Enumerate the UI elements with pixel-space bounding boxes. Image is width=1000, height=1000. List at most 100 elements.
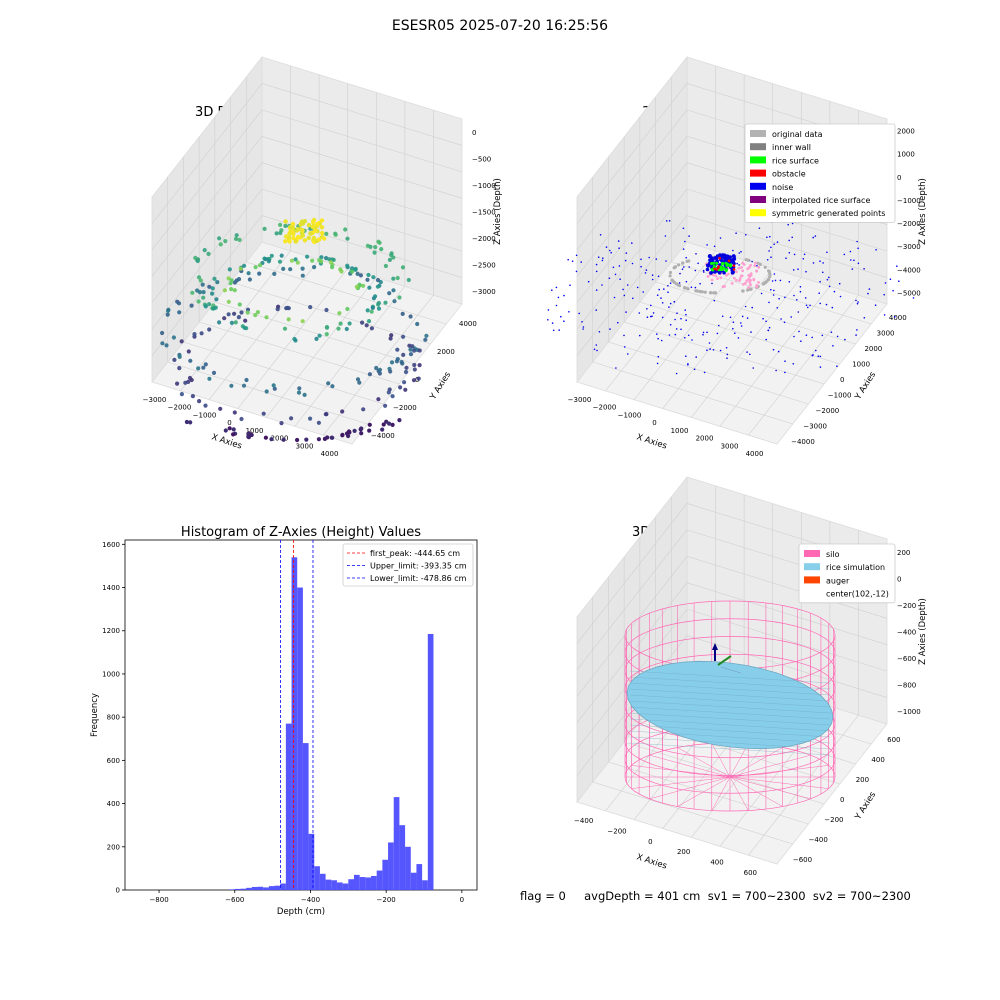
noise-point xyxy=(773,273,776,275)
data-point xyxy=(245,310,250,315)
noise-point xyxy=(868,288,871,290)
noise-point xyxy=(678,282,681,284)
data-point xyxy=(172,357,177,362)
noise-point xyxy=(552,329,555,332)
rice-mesh-line xyxy=(629,676,831,690)
noise-point xyxy=(830,331,833,333)
data-point xyxy=(322,236,327,241)
data-point xyxy=(272,271,277,276)
z-tick-label: −200 xyxy=(897,602,916,610)
rice-mesh-line xyxy=(629,694,831,708)
noise-point xyxy=(688,266,690,268)
data-point xyxy=(199,331,204,336)
data-point xyxy=(223,239,228,244)
data-point xyxy=(324,231,329,236)
data-point xyxy=(263,257,268,262)
noise-point xyxy=(660,297,662,299)
legend-entry: center(102,-12) xyxy=(826,590,889,599)
noise-point xyxy=(856,302,859,305)
auger xyxy=(712,643,742,674)
z-tick-label: −2000 xyxy=(897,220,921,228)
noise-point xyxy=(547,319,549,321)
grid-line xyxy=(686,608,888,672)
noise-point xyxy=(618,265,621,267)
noise-point xyxy=(615,367,617,369)
y-tick-label: 2000 xyxy=(864,345,882,353)
data-point xyxy=(244,377,249,383)
data-point xyxy=(164,343,169,348)
data-point xyxy=(160,341,165,346)
silo-spoke xyxy=(729,743,749,778)
data-point xyxy=(207,302,212,307)
rice-mesh-line xyxy=(629,724,831,738)
data-point xyxy=(289,416,294,421)
data-point xyxy=(403,369,409,375)
noise-point xyxy=(767,329,770,332)
noise-point xyxy=(805,304,808,307)
z-tick-label: −400 xyxy=(897,629,916,637)
rice-surface-point xyxy=(720,268,724,272)
data-point xyxy=(242,263,247,268)
data-point xyxy=(355,271,360,276)
noise-point xyxy=(857,247,859,250)
noise-point xyxy=(836,365,838,368)
data-point xyxy=(319,218,325,223)
noise-point xyxy=(580,261,582,263)
noise-point xyxy=(705,263,710,268)
noise-point xyxy=(836,335,839,338)
data-point xyxy=(286,317,291,322)
noise-point xyxy=(695,253,697,255)
noise-point xyxy=(715,254,720,258)
histogram-bar xyxy=(302,743,309,890)
original-point xyxy=(741,289,745,293)
x-tick-label: −2000 xyxy=(168,404,192,412)
noise-point xyxy=(551,322,554,324)
data-point xyxy=(400,361,405,366)
noise-point xyxy=(797,311,800,313)
noise-point xyxy=(547,309,550,311)
noise-point xyxy=(694,269,697,272)
obstacle-point xyxy=(732,268,736,271)
silo-spoke xyxy=(729,776,811,800)
noise-point xyxy=(706,331,708,334)
left-wall-pane xyxy=(576,55,688,384)
noise-point xyxy=(717,271,722,275)
noise-point xyxy=(638,312,641,314)
grid-line xyxy=(183,341,384,405)
data-point xyxy=(390,422,395,427)
grid-line xyxy=(608,761,809,825)
data-point xyxy=(237,302,242,307)
data-point xyxy=(255,310,260,315)
original-point xyxy=(670,278,674,282)
scatter-points xyxy=(160,217,429,443)
data-point xyxy=(388,336,393,341)
noise-point xyxy=(819,366,822,368)
x-tick-label: −3000 xyxy=(568,396,592,404)
y-axis-label: Y Axies xyxy=(853,370,879,403)
noise-point xyxy=(651,274,654,276)
noise-point xyxy=(656,362,659,365)
grid-line xyxy=(294,286,406,427)
noise-point xyxy=(765,320,767,323)
data-point xyxy=(355,377,361,382)
noise-point xyxy=(657,337,659,340)
data-point xyxy=(227,426,232,431)
noise-point xyxy=(719,237,722,239)
original-point xyxy=(708,291,712,295)
data-point xyxy=(242,325,247,330)
noise-point xyxy=(663,288,665,290)
noise-point xyxy=(656,294,659,296)
silo-spoke xyxy=(649,754,731,778)
x-tick-label: −1000 xyxy=(618,411,642,419)
noise-point xyxy=(797,268,799,270)
data-point xyxy=(277,259,283,264)
noise-point xyxy=(709,348,711,350)
noise-point xyxy=(784,296,786,299)
noise-point xyxy=(798,330,800,333)
histogram-bar xyxy=(331,880,337,890)
histogram-bar xyxy=(308,833,315,890)
noise-point xyxy=(826,278,829,281)
noise-point xyxy=(667,291,669,293)
histogram-bar xyxy=(393,797,400,890)
data-point xyxy=(177,366,182,371)
